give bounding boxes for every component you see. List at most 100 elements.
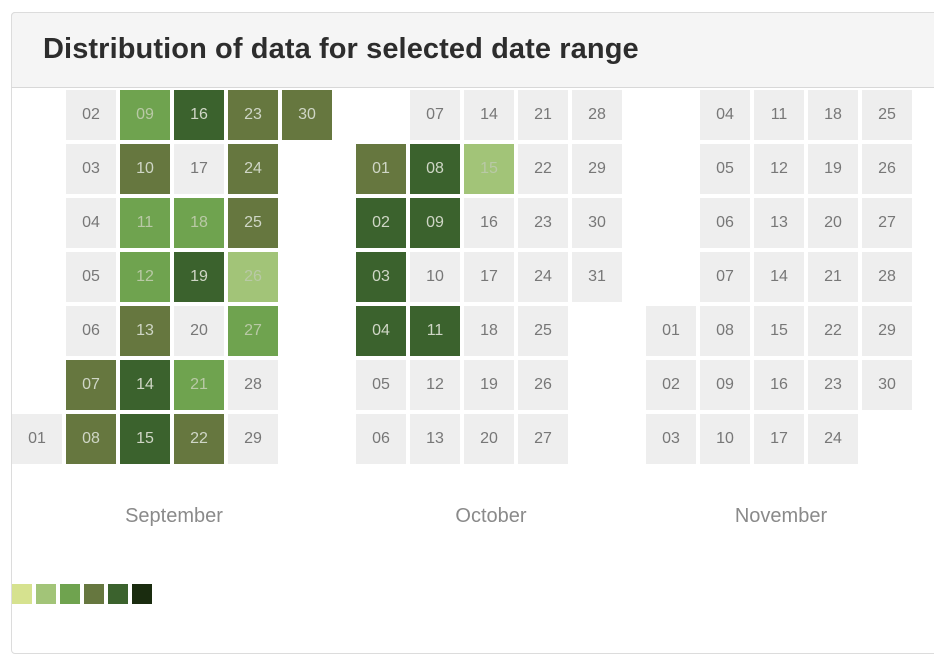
day-cell[interactable]: 09 xyxy=(410,198,460,248)
day-cell[interactable]: 03 xyxy=(66,144,116,194)
day-cell[interactable]: 14 xyxy=(754,252,804,302)
day-cell[interactable]: 22 xyxy=(518,144,568,194)
day-cell[interactable]: 18 xyxy=(464,306,514,356)
day-cell[interactable]: 05 xyxy=(356,360,406,410)
day-cell[interactable]: 27 xyxy=(518,414,568,464)
day-cell[interactable]: 11 xyxy=(120,198,170,248)
day-cell[interactable]: 20 xyxy=(174,306,224,356)
day-cell[interactable]: 24 xyxy=(808,414,858,464)
day-cell[interactable]: 16 xyxy=(754,360,804,410)
day-cell[interactable]: 08 xyxy=(700,306,750,356)
day-cell[interactable]: 30 xyxy=(572,198,622,248)
day-cell[interactable]: 15 xyxy=(754,306,804,356)
day-label: 30 xyxy=(298,106,316,123)
day-cell[interactable]: 08 xyxy=(66,414,116,464)
day-cell[interactable]: 30 xyxy=(282,90,332,140)
day-cell[interactable]: 29 xyxy=(228,414,278,464)
day-cell[interactable]: 29 xyxy=(572,144,622,194)
day-cell[interactable]: 24 xyxy=(518,252,568,302)
day-cell[interactable]: 10 xyxy=(410,252,460,302)
day-label: 16 xyxy=(770,376,788,393)
day-cell[interactable]: 02 xyxy=(646,360,696,410)
day-cell[interactable]: 21 xyxy=(808,252,858,302)
day-cell[interactable]: 23 xyxy=(808,360,858,410)
day-cell[interactable]: 25 xyxy=(862,90,912,140)
day-label: 21 xyxy=(534,106,552,123)
day-cell[interactable]: 03 xyxy=(356,252,406,302)
day-cell[interactable]: 11 xyxy=(754,90,804,140)
day-cell[interactable]: 11 xyxy=(410,306,460,356)
day-cell[interactable]: 10 xyxy=(700,414,750,464)
day-label: 20 xyxy=(480,430,498,447)
day-cell[interactable]: 19 xyxy=(464,360,514,410)
day-cell[interactable]: 23 xyxy=(228,90,278,140)
day-cell[interactable]: 05 xyxy=(700,144,750,194)
day-cell[interactable]: 20 xyxy=(464,414,514,464)
day-cell[interactable]: 01 xyxy=(356,144,406,194)
day-cell[interactable]: 17 xyxy=(754,414,804,464)
day-label: 21 xyxy=(824,268,842,285)
day-cell[interactable]: 28 xyxy=(572,90,622,140)
day-cell[interactable]: 15 xyxy=(120,414,170,464)
day-cell[interactable]: 17 xyxy=(464,252,514,302)
day-cell[interactable]: 18 xyxy=(808,90,858,140)
day-cell[interactable]: 05 xyxy=(66,252,116,302)
day-cell[interactable]: 27 xyxy=(228,306,278,356)
day-cell[interactable]: 22 xyxy=(808,306,858,356)
day-cell[interactable]: 25 xyxy=(518,306,568,356)
day-cell[interactable]: 26 xyxy=(518,360,568,410)
day-cell[interactable]: 14 xyxy=(464,90,514,140)
day-cell[interactable]: 06 xyxy=(700,198,750,248)
day-cell[interactable]: 21 xyxy=(174,360,224,410)
day-cell[interactable]: 26 xyxy=(228,252,278,302)
day-cell[interactable]: 04 xyxy=(66,198,116,248)
day-cell[interactable]: 10 xyxy=(120,144,170,194)
day-cell[interactable]: 09 xyxy=(120,90,170,140)
day-cell[interactable]: 06 xyxy=(66,306,116,356)
day-cell[interactable]: 28 xyxy=(862,252,912,302)
day-cell[interactable]: 29 xyxy=(862,306,912,356)
day-cell[interactable]: 07 xyxy=(410,90,460,140)
day-cell[interactable]: 01 xyxy=(12,414,62,464)
day-cell[interactable]: 16 xyxy=(464,198,514,248)
day-cell[interactable]: 24 xyxy=(228,144,278,194)
day-cell[interactable]: 19 xyxy=(174,252,224,302)
day-cell[interactable]: 02 xyxy=(356,198,406,248)
day-cell[interactable]: 07 xyxy=(66,360,116,410)
day-label: 25 xyxy=(878,106,896,123)
day-cell[interactable]: 01 xyxy=(646,306,696,356)
day-cell[interactable]: 02 xyxy=(66,90,116,140)
day-cell[interactable]: 23 xyxy=(518,198,568,248)
day-cell[interactable]: 13 xyxy=(754,198,804,248)
day-cell[interactable]: 14 xyxy=(120,360,170,410)
day-cell[interactable]: 12 xyxy=(410,360,460,410)
day-cell[interactable]: 15 xyxy=(464,144,514,194)
day-cell[interactable]: 12 xyxy=(754,144,804,194)
day-cell[interactable]: 16 xyxy=(174,90,224,140)
day-cell[interactable]: 09 xyxy=(700,360,750,410)
day-cell[interactable]: 30 xyxy=(862,360,912,410)
day-cell[interactable]: 25 xyxy=(228,198,278,248)
day-cell[interactable]: 12 xyxy=(120,252,170,302)
day-cell[interactable]: 22 xyxy=(174,414,224,464)
day-cell[interactable]: 19 xyxy=(808,144,858,194)
day-label: 27 xyxy=(534,430,552,447)
day-cell[interactable]: 04 xyxy=(700,90,750,140)
day-cell[interactable]: 31 xyxy=(572,252,622,302)
day-cell[interactable]: 04 xyxy=(356,306,406,356)
day-cell[interactable]: 07 xyxy=(700,252,750,302)
day-cell[interactable]: 03 xyxy=(646,414,696,464)
day-cell[interactable]: 13 xyxy=(410,414,460,464)
day-cell[interactable]: 06 xyxy=(356,414,406,464)
day-cell[interactable]: 28 xyxy=(228,360,278,410)
day-cell[interactable]: 17 xyxy=(174,144,224,194)
day-cell[interactable]: 08 xyxy=(410,144,460,194)
day-label: 01 xyxy=(372,160,390,177)
day-label: 23 xyxy=(534,214,552,231)
day-cell[interactable]: 13 xyxy=(120,306,170,356)
day-cell[interactable]: 18 xyxy=(174,198,224,248)
day-cell[interactable]: 21 xyxy=(518,90,568,140)
day-cell[interactable]: 26 xyxy=(862,144,912,194)
day-cell[interactable]: 20 xyxy=(808,198,858,248)
day-cell[interactable]: 27 xyxy=(862,198,912,248)
